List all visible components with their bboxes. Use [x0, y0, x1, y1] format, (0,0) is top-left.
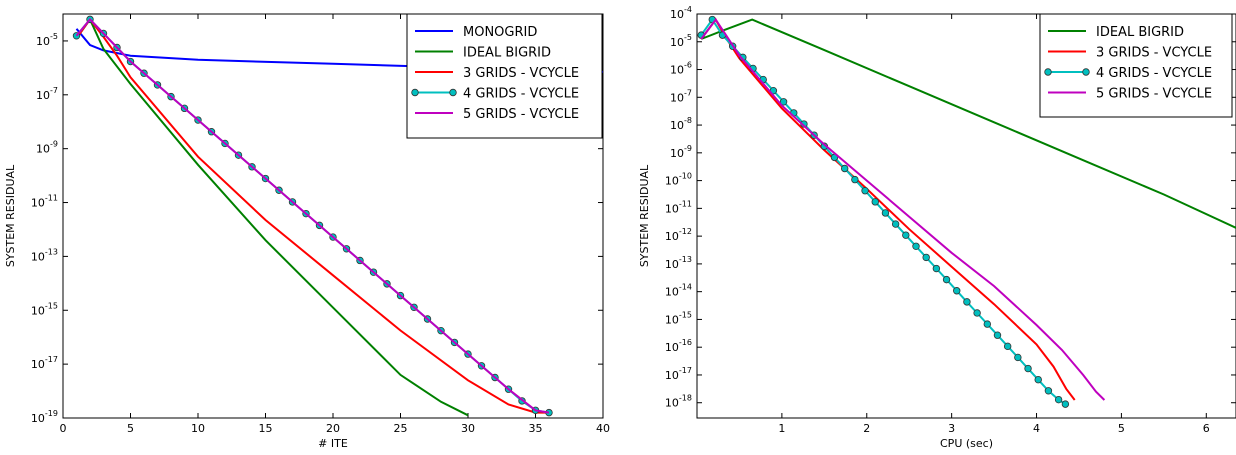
series-point — [840, 164, 849, 173]
y-tick-label: 10-13 — [31, 247, 58, 263]
x-tick-label: 10 — [191, 422, 205, 435]
x-tick-label: 25 — [394, 422, 408, 435]
plot-area — [697, 15, 1236, 408]
y-tick-label: 10-15 — [31, 301, 58, 317]
series-point — [902, 231, 910, 239]
series-point — [779, 98, 788, 106]
x-axis-label: # ITE — [318, 437, 348, 450]
y-tick-label: 10-9 — [36, 140, 58, 156]
y-tick-label: 10-19 — [31, 409, 58, 425]
y-tick-label: 10-16 — [665, 338, 692, 354]
y-tick-label: 10-12 — [665, 227, 692, 243]
series-point — [881, 209, 890, 217]
series-point — [942, 275, 951, 284]
series-point — [983, 320, 991, 328]
series-point — [851, 175, 859, 184]
series-point — [871, 198, 879, 206]
x-tick-label: 5 — [127, 422, 134, 435]
x-tick-label: 2 — [863, 422, 870, 435]
y-tick-label: 10-7 — [36, 86, 58, 102]
series-point — [973, 309, 981, 317]
legend-marker — [411, 88, 419, 97]
series-point — [1044, 387, 1053, 395]
legend-box — [406, 13, 603, 139]
plot-area — [72, 15, 603, 417]
x-tick-label: 30 — [461, 422, 475, 435]
series-point — [861, 187, 869, 195]
y-tick-label: 10-7 — [670, 88, 692, 104]
x-tick-label: 6 — [1203, 422, 1210, 435]
series-point — [953, 287, 961, 295]
y-tick-label: 10-17 — [665, 366, 692, 382]
legend-label: 5 GRIDS - VCYCLE — [1096, 87, 1212, 102]
y-tick-label: 10-18 — [665, 394, 692, 410]
chart-panel-1: 0 5 10 15 20 25 30 35 40 10-19 10-17 10-15 10-13 10-1… — [4, 13, 610, 450]
y-tick-label: 10-5 — [670, 33, 692, 49]
legend-label: IDEAL BIGRID — [463, 46, 551, 61]
series-point — [1061, 400, 1070, 408]
legend: MONOGRID IDEAL BIGRID 3 GRIDS - VCYCLE 4 GR… — [406, 13, 603, 139]
series-point — [922, 253, 930, 262]
series-point — [932, 264, 941, 273]
series-line-ideal-bigrid — [700, 18, 1236, 229]
series-point — [1014, 353, 1022, 362]
legend-marker — [449, 88, 457, 97]
y-axis-label: SYSTEM RESIDUAL — [638, 164, 651, 267]
axes-frame — [696, 13, 1236, 419]
legend-marker — [1044, 68, 1052, 76]
series-line-5-grids-vcycle — [75, 17, 550, 414]
x-tick-label: 1 — [778, 422, 785, 435]
y-axis-label: SYSTEM RESIDUAL — [4, 164, 17, 267]
y-tick-label: 10-9 — [670, 144, 692, 160]
y-tick-label: 10-6 — [670, 61, 692, 77]
series-point — [963, 298, 971, 306]
series-point — [1034, 375, 1042, 384]
series-point — [1054, 395, 1063, 404]
series-line-5-grids-vcycle — [700, 17, 1106, 401]
legend-label: 3 GRIDS - VCYCLE — [1096, 46, 1212, 61]
legend-marker — [1082, 68, 1090, 76]
x-tick-label: 40 — [596, 422, 610, 435]
legend-label: MONOGRID — [463, 25, 537, 40]
series-point — [912, 242, 920, 250]
y-tick-label: 10-10 — [665, 172, 692, 188]
legend-label: IDEAL BIGRID — [1096, 25, 1184, 40]
y-tick-label: 10-11 — [31, 194, 58, 210]
y-tick-label: 10-13 — [665, 255, 692, 271]
y-tick-label: 10-11 — [665, 199, 692, 215]
legend-label: 3 GRIDS - VCYCLE — [463, 66, 579, 81]
legend-label: 4 GRIDS - VCYCLE — [1096, 66, 1212, 81]
series-line-ideal-bigrid — [75, 17, 469, 417]
x-tick-label: 20 — [326, 422, 340, 435]
y-tick-label: 10-17 — [31, 355, 58, 371]
legend-label: 5 GRIDS - VCYCLE — [463, 107, 579, 122]
chart-panel-2: 1 2 3 4 5 6 10-4 10-5 10-6 10-7 10-8 10-9 10-10 10-11… — [638, 5, 1236, 450]
x-tick-label: 0 — [60, 422, 67, 435]
y-tick-label: 10-4 — [670, 5, 692, 21]
series-point — [1003, 342, 1012, 351]
series-point — [891, 220, 900, 228]
y-tick-label: 10-8 — [670, 116, 692, 132]
y-tick-label: 10-5 — [36, 32, 58, 48]
legend: IDEAL BIGRID 3 GRIDS - VCYCLE 4 GRIDS - VC… — [1039, 13, 1233, 118]
x-tick-label: 5 — [1118, 422, 1125, 435]
legend-label: 4 GRIDS - VCYCLE — [463, 87, 579, 102]
x-axis-label: CPU (sec) — [940, 437, 993, 450]
x-tick-label: 4 — [1033, 422, 1040, 435]
y-tick-label: 10-15 — [665, 310, 692, 326]
series-point — [1024, 364, 1032, 373]
x-tick-label: 35 — [529, 422, 543, 435]
series-point — [993, 331, 1002, 339]
y-tick-label: 10-14 — [665, 283, 692, 299]
x-tick-label: 15 — [259, 422, 273, 435]
x-tick-label: 3 — [948, 422, 955, 435]
